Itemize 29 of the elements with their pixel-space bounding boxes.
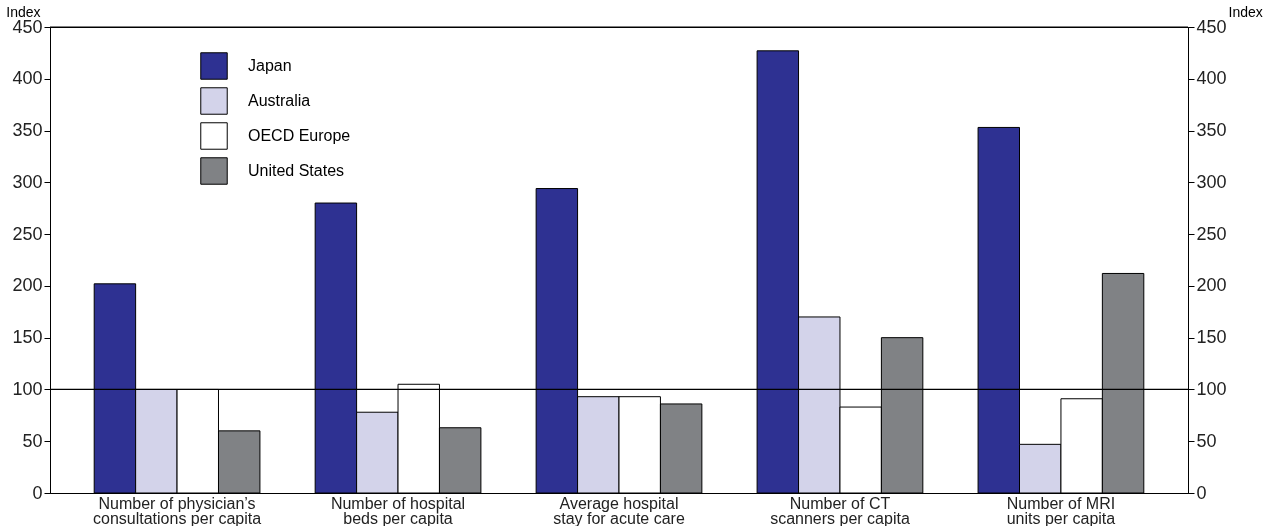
x-tick-label: Number of physician’s consultations per capita [93,494,262,527]
y-tick-label: 150 [12,327,43,348]
y-tick-label: 250 [12,223,43,244]
y-tick-label: 100 [12,378,43,399]
y2-tick-label: 200 [1196,275,1227,296]
y2-tick-label: 50 [1196,430,1217,451]
legend-label: Australia [248,92,311,109]
y2-tick-label: 300 [1196,171,1227,192]
y2-axis-title: Index [1228,3,1263,20]
y-tick-label: 400 [12,68,43,89]
x-tick-label: Average hospital stay for acute care [553,494,685,527]
y2-tick-label: 150 [1196,327,1227,348]
y-tick-label: 300 [12,171,43,192]
x-tick-label: Number of MRI units per capita [1006,494,1116,527]
y-tick-label: 200 [12,275,43,296]
y-tick-label: 50 [22,430,43,451]
y2-tick-label: 450 [1196,16,1227,37]
y2-tick-label: 100 [1196,378,1227,399]
y2-tick-label: 350 [1196,120,1227,141]
y-tick-label: 350 [12,120,43,141]
x-tick-label: Number of CT scanners per capita [770,494,910,527]
legend-label: OECD Europe [248,127,351,144]
y2-tick-label: 250 [1196,223,1227,244]
legend-label: Japan [248,57,292,74]
y-tick-label: 0 [32,482,43,503]
legend-label: United States [248,162,345,179]
y2-tick-label: 400 [1196,68,1227,89]
y2-tick-label: 0 [1196,482,1207,503]
x-tick-label: Number of hospital beds per capita [330,494,466,527]
